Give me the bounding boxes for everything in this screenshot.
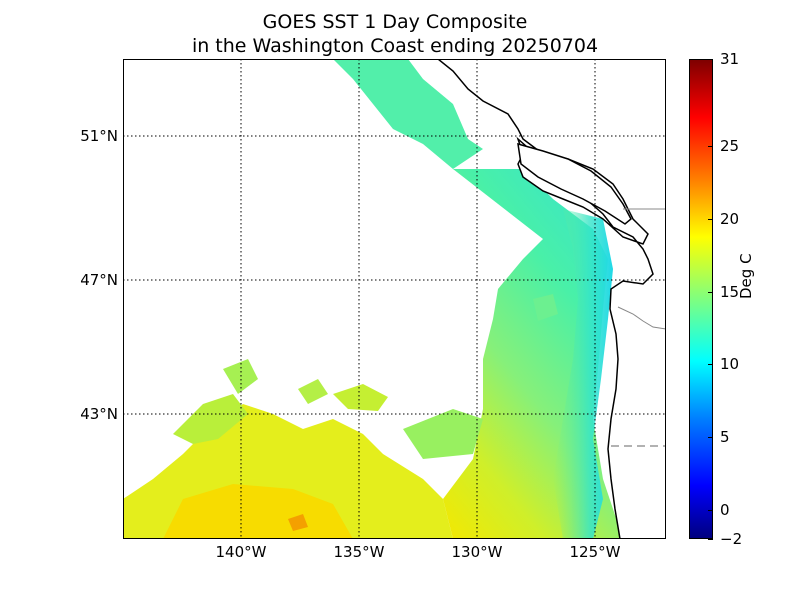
land-mainland bbox=[436, 59, 666, 539]
lon-label-130w: 130°W bbox=[451, 543, 503, 561]
colorbar-tick-label: 0 bbox=[720, 501, 730, 519]
sst-patch-mid-2 bbox=[333, 384, 388, 411]
colorbar-tickmark bbox=[708, 364, 713, 365]
colorbar-tick-label: 5 bbox=[720, 428, 730, 446]
colorbar-tickmark bbox=[708, 219, 713, 220]
sst-map-frame bbox=[123, 59, 666, 539]
colorbar-tick-label: 20 bbox=[720, 210, 740, 228]
colorbar-tick-label: 31 bbox=[720, 50, 740, 68]
colorbar-tickmark bbox=[708, 539, 713, 540]
gridlines bbox=[123, 59, 666, 539]
sst-field bbox=[123, 59, 623, 539]
colorbar-tick-label: 25 bbox=[720, 137, 740, 155]
colorbar-tick-label: 15 bbox=[720, 283, 740, 301]
lat-label-47: 47°N bbox=[80, 271, 118, 289]
sst-patch-mid-3 bbox=[403, 409, 483, 459]
colorbar-tickmark bbox=[708, 510, 713, 511]
colorbar-label: Deg C bbox=[737, 253, 755, 299]
colorbar-tickmark bbox=[708, 292, 713, 293]
land-border-wa-or bbox=[617, 306, 666, 330]
lon-label-135w: 135°W bbox=[333, 543, 385, 561]
sst-patch-small-1 bbox=[298, 379, 328, 404]
colorbar-tickmark bbox=[708, 146, 713, 147]
lon-label-140w: 140°W bbox=[215, 543, 267, 561]
lat-label-51: 51°N bbox=[80, 127, 118, 145]
lon-label-125w: 125°W bbox=[569, 543, 621, 561]
sst-patch-north bbox=[333, 59, 483, 169]
map-title-line-2: in the Washington Coast ending 20250704 bbox=[191, 35, 599, 57]
colorbar-tickmark bbox=[708, 59, 713, 60]
sst-patch-coastal-upwell bbox=[553, 209, 613, 539]
colorbar bbox=[689, 59, 713, 539]
colorbar-tick-label: −2 bbox=[720, 530, 743, 548]
colorbar-tick-label: 10 bbox=[720, 355, 740, 373]
land bbox=[436, 59, 666, 539]
sst-patch-small-2 bbox=[533, 294, 558, 321]
map-border bbox=[123, 59, 666, 539]
colorbar-tickmark bbox=[708, 437, 713, 438]
land-vancouver-island bbox=[517, 142, 632, 225]
map-title-line-1: GOES SST 1 Day Composite bbox=[262, 11, 528, 33]
sst-map bbox=[123, 59, 666, 539]
sst-patch-mid bbox=[173, 394, 248, 444]
sst-patch-warm-spot bbox=[288, 514, 308, 531]
lat-label-43: 43°N bbox=[80, 405, 118, 423]
